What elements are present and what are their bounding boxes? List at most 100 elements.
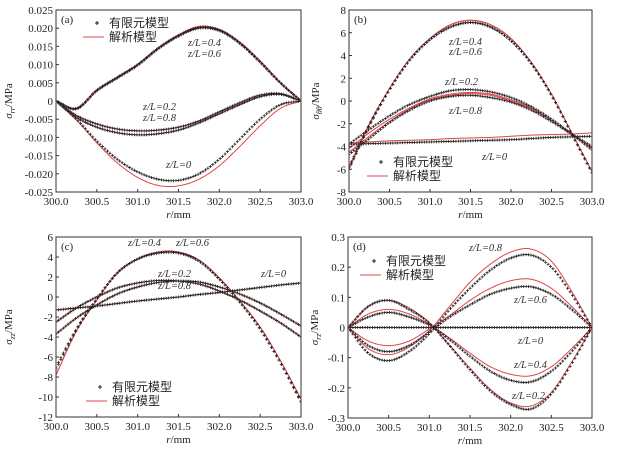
chart-panel-d: 300.0 300.5 301.0 301.5 302.0 302.5 303.0 -0.3 -… [309,232,605,447]
y-tick-label: 6 [341,28,347,40]
fe-point [478,22,482,26]
fe-point [257,326,261,330]
fe-point [551,293,555,297]
fe-point [522,52,526,56]
fe-point [223,31,227,35]
fe-point [415,104,419,108]
fe-point [498,30,502,34]
fe-point [120,290,124,294]
fe-point [157,177,161,181]
x-tick-label: 300.0 [337,196,362,208]
fe-point [558,276,562,280]
fe-point [201,281,205,285]
annotation-d-zl06: z/L=0.6 [513,295,548,306]
fe-point [453,342,457,346]
fe-point [442,95,446,99]
fe-point [228,107,232,111]
fe-point [588,143,592,147]
fe-point [534,286,538,290]
fe-point [137,171,141,175]
fe-point [507,402,511,406]
fe-point [558,361,562,365]
fe-point [461,307,465,311]
fe-point [265,304,269,308]
fe-point [439,91,443,95]
fe-point [91,124,95,128]
legend-fe-label: 有限元模型 [112,380,172,394]
fe-point [432,34,436,38]
fe-point [531,379,535,383]
fe-point [493,91,497,95]
fe-point [402,305,406,309]
fe-point [453,301,457,305]
legend-analytical-label: 解析模型 [393,169,441,183]
fe-point [541,259,545,263]
fe-point [566,354,570,358]
fe-point [252,55,256,59]
y-tick-label: 4 [48,252,54,264]
fe-point [125,263,129,267]
fe-point [265,112,269,116]
fe-point [118,75,122,79]
fe-point [396,109,400,113]
fe-point [424,318,428,322]
fe-point [396,115,400,119]
fe-point [265,313,269,317]
fe-point [393,117,397,121]
fe-point [199,120,203,124]
fe-point [505,94,509,98]
fe-point [235,297,239,301]
fe-point [56,318,60,322]
fe-point [145,174,149,178]
fe-point [424,321,428,325]
fe-point [568,306,572,310]
fe-point [507,257,511,261]
fe-point [434,327,438,331]
fe-point [529,105,533,109]
fe-point [546,291,550,295]
panel-label: (a) [61,14,74,26]
fe-point [585,321,589,325]
fe-point [189,28,193,32]
fe-point [59,357,63,361]
fe-point [391,82,395,86]
fe-point [473,358,477,362]
fe-point [267,314,271,318]
fe-point [446,316,450,320]
fe-point [147,253,151,257]
y-tick-label: -0.3 [328,413,346,425]
fe-point [297,333,301,337]
annotation-d-zl08: z/L=0.8 [468,243,503,254]
fe-point [123,265,127,269]
fe-point [563,372,567,376]
fe-point [405,314,409,318]
fe-point [64,348,68,352]
fe-point [378,311,382,315]
fe-point [495,264,499,268]
fe-point [446,336,450,340]
x-tick-label: 301.5 [458,196,483,208]
fe-point [194,257,198,261]
fe-point [590,145,592,148]
fe-point [74,317,78,321]
x-axis-unit: /mm [462,435,483,447]
fe-point [468,303,472,307]
chart-panel-c: 300.0 300.5 301.0 301.5 302.0 302.5 303.0 -12 -1… [3,232,314,446]
fe-point [585,331,589,335]
fe-point [218,29,222,33]
fe-point [456,344,460,348]
fe-point [223,152,227,156]
fe-point [441,320,445,324]
fe-point [101,289,105,293]
fe-point [366,343,370,347]
fe-point [361,309,365,313]
fe-point [211,271,215,275]
fe-point [398,114,402,118]
fe-point [103,83,107,87]
fe-point [289,381,293,385]
fe-point [120,284,124,288]
fe-point [147,175,151,179]
fe-point [481,22,485,26]
fe-point [213,273,217,277]
